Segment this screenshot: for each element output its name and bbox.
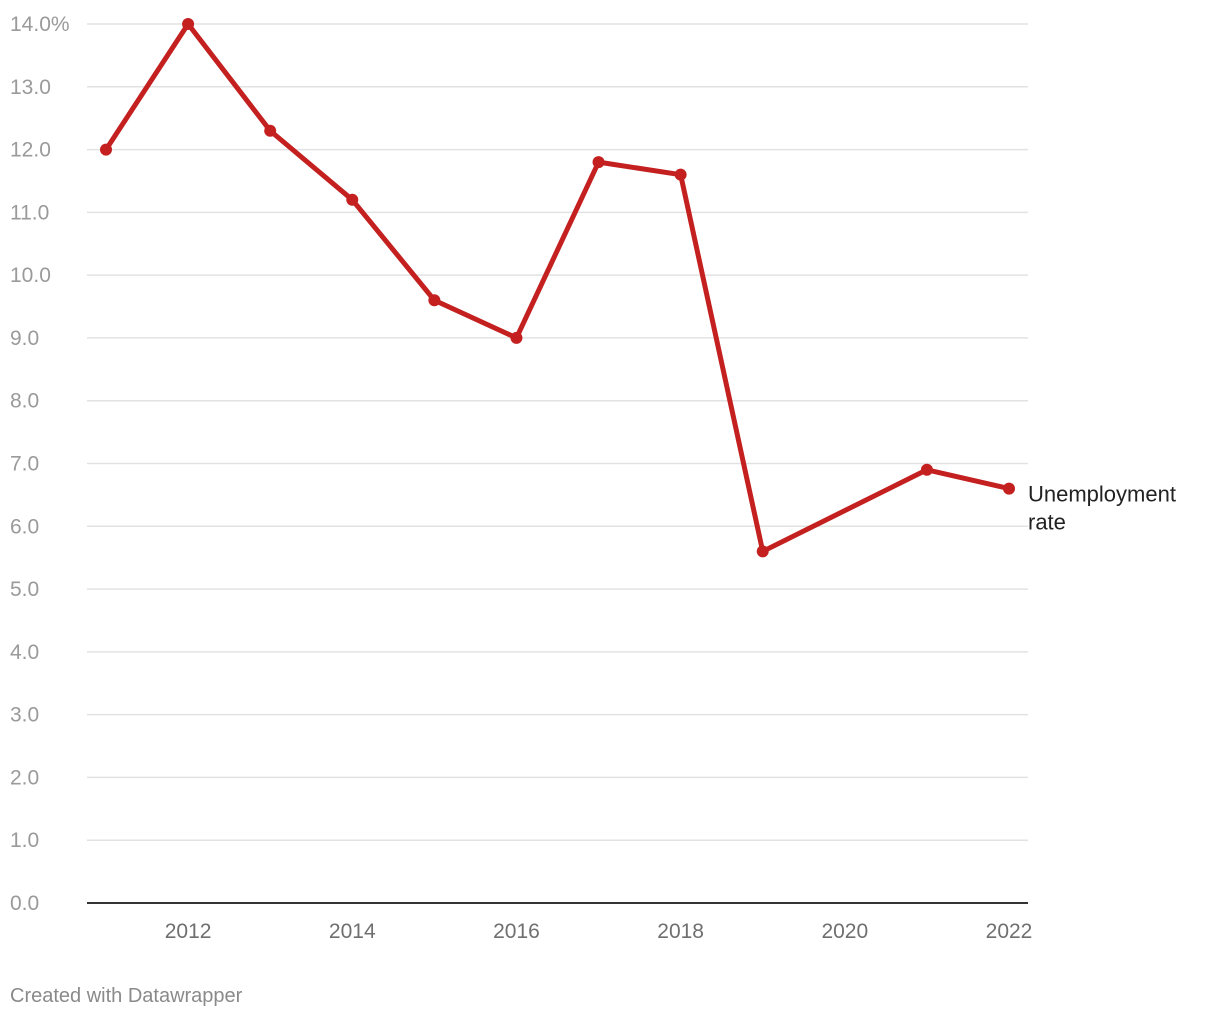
y-tick-label: 5.0 bbox=[10, 578, 39, 601]
data-point[interactable] bbox=[510, 331, 523, 344]
y-tick-label: 0.0 bbox=[10, 892, 39, 915]
y-tick-label: 13.0 bbox=[10, 76, 51, 99]
data-point[interactable] bbox=[428, 294, 441, 307]
y-tick-label: 8.0 bbox=[10, 390, 39, 413]
y-tick-label: 10.0 bbox=[10, 264, 51, 287]
grid-lines bbox=[87, 23, 1028, 904]
data-point[interactable] bbox=[346, 193, 359, 206]
y-tick-label: 3.0 bbox=[10, 704, 39, 727]
data-point[interactable] bbox=[182, 18, 195, 30]
data-point[interactable] bbox=[592, 156, 605, 169]
y-tick-label: 6.0 bbox=[10, 515, 39, 538]
y-tick-label: 2.0 bbox=[10, 766, 39, 789]
x-axis-tick-labels: 2012 2014 2016 2018 2020 2022 bbox=[165, 920, 1033, 943]
y-tick-label: 9.0 bbox=[10, 327, 39, 350]
data-point[interactable] bbox=[264, 124, 277, 137]
data-point[interactable] bbox=[756, 545, 769, 558]
data-point[interactable] bbox=[674, 168, 687, 181]
x-tick-label: 2016 bbox=[493, 920, 540, 943]
x-tick-label: 2012 bbox=[165, 920, 212, 943]
y-tick-label: 4.0 bbox=[10, 641, 39, 664]
y-tick-label: 12.0 bbox=[10, 139, 51, 162]
data-point[interactable] bbox=[1003, 482, 1015, 495]
series-group: Unemployment rate bbox=[100, 18, 1176, 558]
y-tick-label: 7.0 bbox=[10, 453, 39, 476]
series-label: Unemployment rate bbox=[1028, 482, 1176, 535]
y-tick-label: 14.0% bbox=[10, 13, 70, 36]
y-tick-label: 11.0 bbox=[10, 201, 49, 224]
data-point[interactable] bbox=[100, 143, 112, 156]
line-chart: 0.0 1.0 2.0 3.0 4.0 5.0 6.0 7.0 8.0 9.0 10.0 11.0 12… bbox=[10, 13, 1176, 943]
series-line bbox=[103, 21, 1012, 554]
y-tick-label: 1.0 bbox=[10, 829, 39, 852]
datawrapper-credit[interactable]: Created with Datawrapper bbox=[10, 985, 243, 1007]
x-tick-label: 2018 bbox=[657, 920, 704, 943]
x-tick-label: 2014 bbox=[329, 920, 376, 943]
y-axis-tick-labels: 0.0 1.0 2.0 3.0 4.0 5.0 6.0 7.0 8.0 9.0 10.0 11.0 12… bbox=[10, 13, 70, 915]
x-tick-label: 2020 bbox=[821, 920, 868, 943]
x-tick-label: 2022 bbox=[986, 920, 1033, 943]
data-point[interactable] bbox=[920, 463, 933, 476]
